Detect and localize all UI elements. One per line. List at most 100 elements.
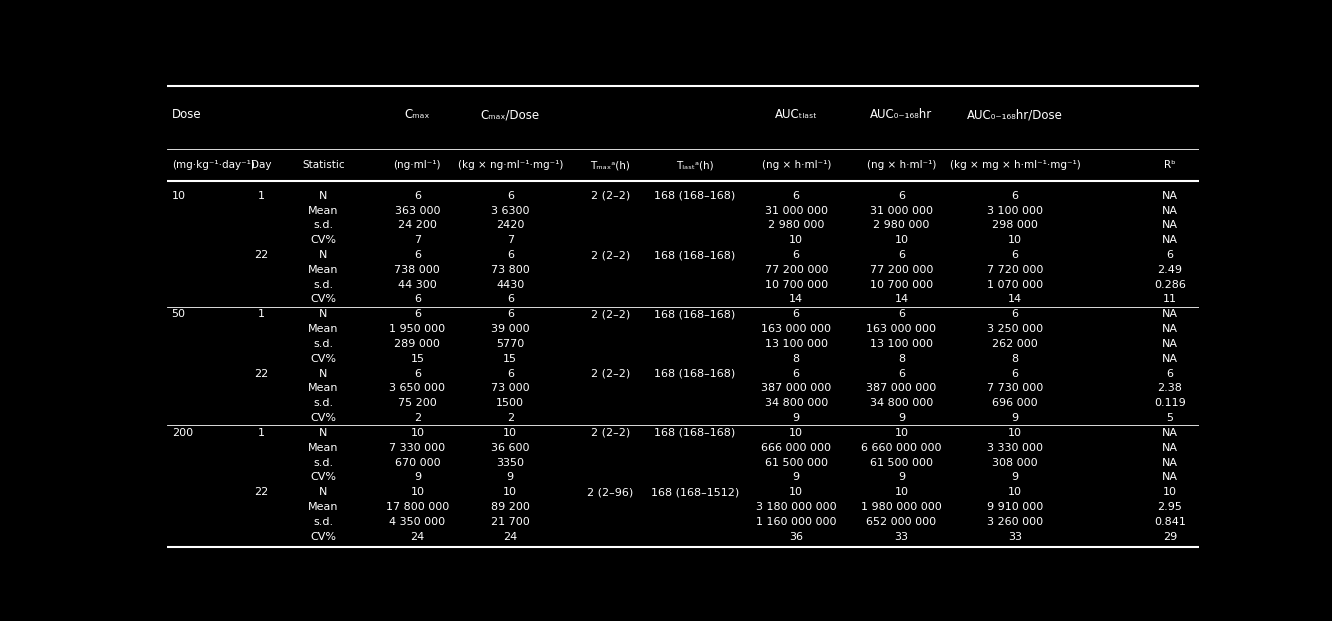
Text: 22: 22 (254, 487, 269, 497)
Text: 666 000 000: 666 000 000 (761, 443, 831, 453)
Text: Cₘₐₓ/Dose: Cₘₐₓ/Dose (481, 108, 539, 121)
Text: 3 6300: 3 6300 (492, 206, 530, 215)
Text: 73 800: 73 800 (492, 265, 530, 275)
Text: 36: 36 (789, 532, 803, 542)
Text: 2 (2–2): 2 (2–2) (591, 369, 630, 379)
Text: 77 200 000: 77 200 000 (765, 265, 829, 275)
Text: Mean: Mean (308, 502, 338, 512)
Text: 168 (168–168): 168 (168–168) (654, 309, 735, 319)
Text: NA: NA (1162, 473, 1177, 483)
Text: (ng·ml⁻¹): (ng·ml⁻¹) (393, 160, 441, 170)
Text: 50: 50 (172, 309, 185, 319)
Text: 2.95: 2.95 (1158, 502, 1183, 512)
Text: 10: 10 (1163, 487, 1177, 497)
Text: Statistic: Statistic (302, 160, 345, 170)
Text: 4 350 000: 4 350 000 (389, 517, 445, 527)
Text: 2420: 2420 (496, 220, 525, 230)
Text: 14: 14 (1008, 294, 1022, 304)
Text: 6: 6 (1167, 369, 1173, 379)
Text: NA: NA (1162, 235, 1177, 245)
Text: 8: 8 (898, 354, 904, 364)
Text: 2 980 000: 2 980 000 (874, 220, 930, 230)
Text: 1 070 000: 1 070 000 (987, 279, 1043, 289)
Text: 14: 14 (789, 294, 803, 304)
Text: 34 800 000: 34 800 000 (870, 398, 934, 408)
Text: NA: NA (1162, 309, 1177, 319)
Text: 77 200 000: 77 200 000 (870, 265, 934, 275)
Text: 298 000: 298 000 (992, 220, 1038, 230)
Text: 2.49: 2.49 (1158, 265, 1183, 275)
Text: 15: 15 (410, 354, 425, 364)
Text: (kg × ng·ml⁻¹·mg⁻¹): (kg × ng·ml⁻¹·mg⁻¹) (458, 160, 563, 170)
Text: 11: 11 (1163, 294, 1177, 304)
Text: 3 260 000: 3 260 000 (987, 517, 1043, 527)
Text: s.d.: s.d. (313, 398, 333, 408)
Text: 7: 7 (414, 235, 421, 245)
Text: 10: 10 (1008, 235, 1022, 245)
Text: 1: 1 (258, 309, 265, 319)
Text: 44 300: 44 300 (398, 279, 437, 289)
Text: 168 (168–168): 168 (168–168) (654, 369, 735, 379)
Text: 0.841: 0.841 (1154, 517, 1185, 527)
Text: 6: 6 (793, 250, 799, 260)
Text: Mean: Mean (308, 324, 338, 334)
Text: 9 910 000: 9 910 000 (987, 502, 1043, 512)
Text: 168 (168–1512): 168 (168–1512) (651, 487, 739, 497)
Text: Mean: Mean (308, 265, 338, 275)
Text: N: N (320, 487, 328, 497)
Text: 168 (168–168): 168 (168–168) (654, 428, 735, 438)
Text: 1 980 000 000: 1 980 000 000 (860, 502, 942, 512)
Text: 10: 10 (895, 235, 908, 245)
Text: (kg × mg × h·ml⁻¹·mg⁻¹): (kg × mg × h·ml⁻¹·mg⁻¹) (950, 160, 1080, 170)
Text: 3 100 000: 3 100 000 (987, 206, 1043, 215)
Text: 2 (2–2): 2 (2–2) (591, 428, 630, 438)
Text: 9: 9 (414, 473, 421, 483)
Text: 6: 6 (793, 309, 799, 319)
Text: 10 700 000: 10 700 000 (765, 279, 827, 289)
Text: 6: 6 (1011, 309, 1019, 319)
Text: NA: NA (1162, 324, 1177, 334)
Text: 73 000: 73 000 (492, 383, 530, 394)
Text: 6 660 000 000: 6 660 000 000 (862, 443, 942, 453)
Text: 13 100 000: 13 100 000 (870, 339, 932, 349)
Text: 15: 15 (503, 354, 517, 364)
Text: 1 950 000: 1 950 000 (389, 324, 445, 334)
Text: CV%: CV% (310, 473, 337, 483)
Text: CV%: CV% (310, 235, 337, 245)
Text: (ng × h·ml⁻¹): (ng × h·ml⁻¹) (762, 160, 831, 170)
Text: 10: 10 (1008, 487, 1022, 497)
Text: 9: 9 (1011, 413, 1019, 423)
Text: 163 000 000: 163 000 000 (761, 324, 831, 334)
Text: 2 (2–96): 2 (2–96) (587, 487, 634, 497)
Text: 9: 9 (898, 413, 904, 423)
Text: NA: NA (1162, 339, 1177, 349)
Text: 6: 6 (898, 309, 904, 319)
Text: 6: 6 (414, 309, 421, 319)
Text: 5770: 5770 (496, 339, 525, 349)
Text: 289 000: 289 000 (394, 339, 441, 349)
Text: 10: 10 (789, 235, 803, 245)
Text: 14: 14 (894, 294, 908, 304)
Text: (ng × h·ml⁻¹): (ng × h·ml⁻¹) (867, 160, 936, 170)
Text: 696 000: 696 000 (992, 398, 1038, 408)
Text: Mean: Mean (308, 443, 338, 453)
Text: 10 700 000: 10 700 000 (870, 279, 932, 289)
Text: NA: NA (1162, 191, 1177, 201)
Text: s.d.: s.d. (313, 339, 333, 349)
Text: 2.38: 2.38 (1158, 383, 1183, 394)
Text: 3350: 3350 (497, 458, 525, 468)
Text: AUC₀₋₁₆₈hr/Dose: AUC₀₋₁₆₈hr/Dose (967, 108, 1063, 121)
Text: Mean: Mean (308, 206, 338, 215)
Text: 6: 6 (793, 191, 799, 201)
Text: 31 000 000: 31 000 000 (870, 206, 932, 215)
Text: 6: 6 (506, 309, 514, 319)
Text: 34 800 000: 34 800 000 (765, 398, 827, 408)
Text: 4430: 4430 (496, 279, 525, 289)
Text: 33: 33 (895, 532, 908, 542)
Text: 2 (2–2): 2 (2–2) (591, 191, 630, 201)
Text: 2: 2 (414, 413, 421, 423)
Text: 75 200: 75 200 (398, 398, 437, 408)
Text: 6: 6 (506, 250, 514, 260)
Text: s.d.: s.d. (313, 517, 333, 527)
Text: 8: 8 (793, 354, 799, 364)
